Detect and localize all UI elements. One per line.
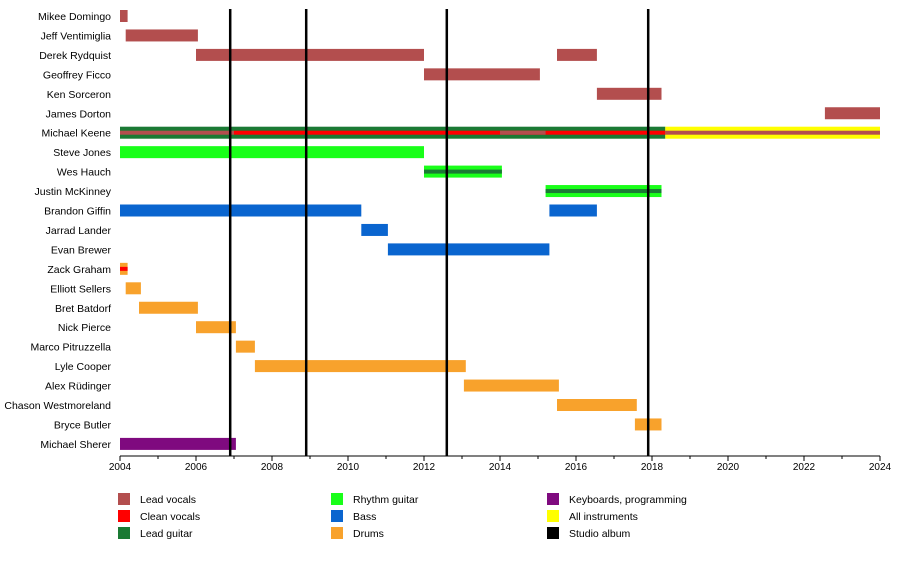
legend-label-bass: Bass [353, 511, 376, 523]
member-label-mikee-domingo: Mikee Domingo [38, 11, 111, 23]
legend-item-keyboards: Keyboards, programming [547, 493, 687, 506]
bar-brandon-giffin-bass [549, 204, 597, 217]
x-tick-label-2018: 2018 [641, 462, 664, 473]
legend-swatch-clean-vocals [118, 510, 130, 522]
legend-item-lead-vocals: Lead vocals [118, 493, 196, 506]
member-label-chason-westmoreland: Chason Westmoreland [4, 400, 111, 412]
studio-album-lines [228, 9, 650, 456]
member-label-steve-jones: Steve Jones [53, 147, 111, 159]
stripe-justin-mckinney-lead-guitar [545, 189, 662, 194]
legend-item-clean-vocals: Clean vocals [118, 510, 200, 523]
member-label-zack-graham: Zack Graham [47, 264, 111, 276]
bar-steve-jones-rhythm-guitar [120, 146, 424, 159]
stripe-wes-hauch-lead-guitar [424, 169, 502, 174]
legend-label-lead-guitar: Lead guitar [140, 528, 193, 540]
bar-marco-pitruzzella-drums [235, 340, 255, 353]
legend-item-rhythm-guitar: Rhythm guitar [331, 493, 419, 506]
legend-item-all-instruments: All instruments [547, 510, 638, 523]
bar-elliott-sellers-drums [125, 282, 141, 295]
legend-item-studio-album: Studio album [547, 527, 631, 540]
x-tick-label-2008: 2008 [261, 462, 284, 473]
stripe-zack-graham-clean-vocals [120, 266, 128, 271]
member-label-alex-rudinger: Alex Rüdinger [45, 381, 111, 393]
bar-brandon-giffin-bass [120, 204, 362, 217]
x-tick-label-2024: 2024 [869, 462, 892, 473]
bar-jarrad-lander-bass [361, 223, 388, 236]
member-label-justin-mckinney: Justin McKinney [35, 186, 112, 198]
stripe-michael-keene-lead-vocals [665, 130, 880, 135]
legend-swatch-rhythm-guitar [331, 493, 343, 505]
x-tick-label-2020: 2020 [717, 462, 740, 473]
bar-jeff-ventimiglia-lead-vocals [125, 29, 198, 42]
legend: Lead vocals Clean vocals Lead guitar Rhythm… [118, 493, 687, 540]
legend-swatch-lead-vocals [118, 493, 130, 505]
stripe-michael-keene-lead-vocals [500, 130, 546, 135]
bar-michael-sherer-keyboards [120, 437, 236, 450]
legend-swatch-all-instruments [547, 510, 559, 522]
member-label-brandon-giffin: Brandon Giffin [44, 206, 111, 218]
member-label-bret-batdorf: Bret Batdorf [55, 303, 111, 315]
x-axis: 2004 2006 2008 2010 2012 2014 2016 2018 2020 2022… [109, 455, 892, 473]
member-labels: Mikee Domingo Jeff Ventimiglia Derek Rydqu… [4, 11, 111, 451]
legend-swatch-studio-album [547, 527, 559, 539]
member-label-wes-hauch: Wes Hauch [57, 167, 111, 179]
bar-alex-rudinger-drums [463, 379, 559, 392]
legend-label-clean-vocals: Clean vocals [140, 511, 200, 523]
x-tick-label-2004: 2004 [109, 462, 132, 473]
legend-label-keyboards: Keyboards, programming [569, 494, 687, 506]
bar-chason-westmoreland-drums [557, 399, 637, 411]
member-label-jeff-ventimiglia: Jeff Ventimiglia [41, 30, 112, 42]
legend-label-rhythm-guitar: Rhythm guitar [353, 494, 419, 506]
stripe-michael-keene-lead-vocals [120, 130, 234, 135]
legend-label-lead-vocals: Lead vocals [140, 494, 196, 506]
x-tick-label-2014: 2014 [489, 462, 512, 473]
legend-item-bass: Bass [331, 510, 376, 523]
x-tick-label-2012: 2012 [413, 462, 436, 473]
member-label-geoffrey-ficco: Geoffrey Ficco [43, 69, 111, 81]
member-label-elliott-sellers: Elliott Sellers [50, 283, 111, 295]
member-label-marco-pitruzzella: Marco Pitruzzella [30, 342, 111, 354]
stripe-michael-keene-clean-vocals [234, 130, 666, 135]
bar-bret-batdorf-drums [139, 301, 198, 314]
bar-lyle-cooper-drums [254, 360, 466, 373]
legend-swatch-drums [331, 527, 343, 539]
member-label-bryce-butler: Bryce Butler [54, 419, 112, 431]
member-label-michael-keene: Michael Keene [42, 128, 112, 140]
member-label-nick-pierce: Nick Pierce [58, 322, 111, 334]
bar-geoffrey-ficco-lead-vocals [424, 68, 540, 81]
member-label-lyle-cooper: Lyle Cooper [55, 361, 112, 373]
x-tick-label-2016: 2016 [565, 462, 588, 473]
legend-label-drums: Drums [353, 528, 384, 540]
member-label-evan-brewer: Evan Brewer [51, 244, 112, 256]
member-label-jarrad-lander: Jarrad Lander [46, 225, 112, 237]
x-tick-label-2006: 2006 [185, 462, 208, 473]
legend-swatch-lead-guitar [118, 527, 130, 539]
legend-label-all-instruments: All instruments [569, 511, 638, 523]
member-label-michael-sherer: Michael Sherer [40, 439, 111, 451]
bar-james-dorton-lead-vocals [824, 107, 880, 120]
bar-derek-rydquist-lead-vocals [196, 48, 424, 61]
legend-swatch-keyboards [547, 493, 559, 505]
legend-item-drums: Drums [331, 527, 384, 540]
x-tick-label-2022: 2022 [793, 462, 816, 473]
bar-nick-pierce-drums [196, 321, 236, 334]
x-tick-label-2010: 2010 [337, 462, 360, 473]
member-bars [120, 10, 880, 450]
legend-label-studio-album: Studio album [569, 528, 631, 540]
member-label-derek-rydquist: Derek Rydquist [39, 50, 111, 62]
legend-swatch-bass [331, 510, 343, 522]
bar-ken-sorceron-lead-vocals [596, 87, 662, 100]
bar-mikee-domingo-lead-vocals [120, 10, 128, 22]
member-label-ken-sorceron: Ken Sorceron [47, 89, 111, 101]
bar-evan-brewer-bass [387, 243, 550, 256]
member-label-james-dorton: James Dorton [46, 108, 112, 120]
bar-derek-rydquist-lead-vocals [557, 48, 597, 61]
legend-item-lead-guitar: Lead guitar [118, 527, 193, 540]
